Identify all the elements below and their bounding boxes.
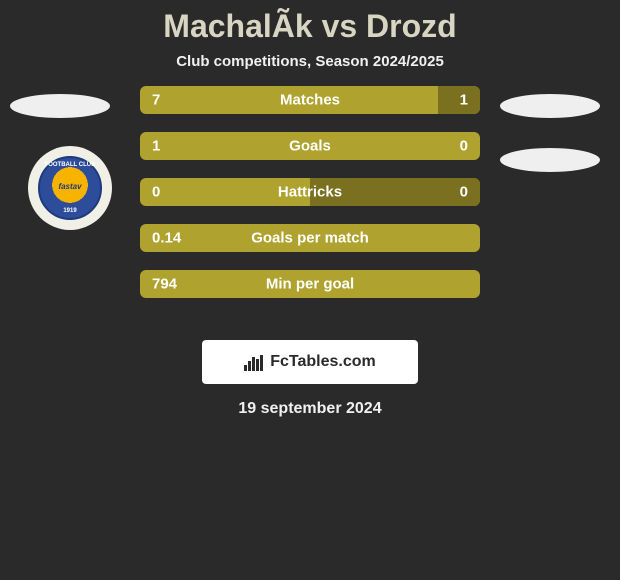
stat-bar: 0Hattricks0 xyxy=(140,178,480,206)
stat-bar: 1Goals0 xyxy=(140,132,480,160)
player-right-placeholder-2 xyxy=(500,148,600,172)
infographic-root: MachalÃ­k vs Drozd Club competitions, Se… xyxy=(0,0,620,418)
bar-chart-icon xyxy=(244,353,264,371)
page-title: MachalÃ­k vs Drozd xyxy=(0,8,620,45)
stat-bar: 0.14Goals per match xyxy=(140,224,480,252)
comparison-area: FOOTBALL CLUB fastav 1919 7Matches11Goal… xyxy=(0,94,620,334)
stat-bars: 7Matches11Goals00Hattricks00.14Goals per… xyxy=(140,86,480,316)
player-right-placeholder-1 xyxy=(500,94,600,118)
club-badge: FOOTBALL CLUB fastav 1919 xyxy=(28,146,112,230)
stat-label: Hattricks xyxy=(140,184,480,201)
stat-label: Min per goal xyxy=(140,276,480,293)
stat-right-value: 1 xyxy=(460,92,468,109)
stat-bar: 794Min per goal xyxy=(140,270,480,298)
brand-text: FcTables.com xyxy=(270,353,376,371)
page-subtitle: Club competitions, Season 2024/2025 xyxy=(0,53,620,70)
player-left-placeholder xyxy=(10,94,110,118)
date-text: 19 september 2024 xyxy=(0,400,620,418)
stat-label: Matches xyxy=(140,92,480,109)
stat-label: Goals xyxy=(140,138,480,155)
club-badge-inner: FOOTBALL CLUB fastav 1919 xyxy=(38,156,102,220)
stat-bar: 7Matches1 xyxy=(140,86,480,114)
stat-right-value: 0 xyxy=(460,138,468,155)
club-badge-text-center: fastav xyxy=(40,182,100,191)
club-badge-text-top: FOOTBALL CLUB xyxy=(40,162,100,168)
brand-box: FcTables.com xyxy=(202,340,418,384)
stat-right-value: 0 xyxy=(460,184,468,201)
stat-label: Goals per match xyxy=(140,230,480,247)
club-badge-text-bottom: 1919 xyxy=(40,208,100,214)
